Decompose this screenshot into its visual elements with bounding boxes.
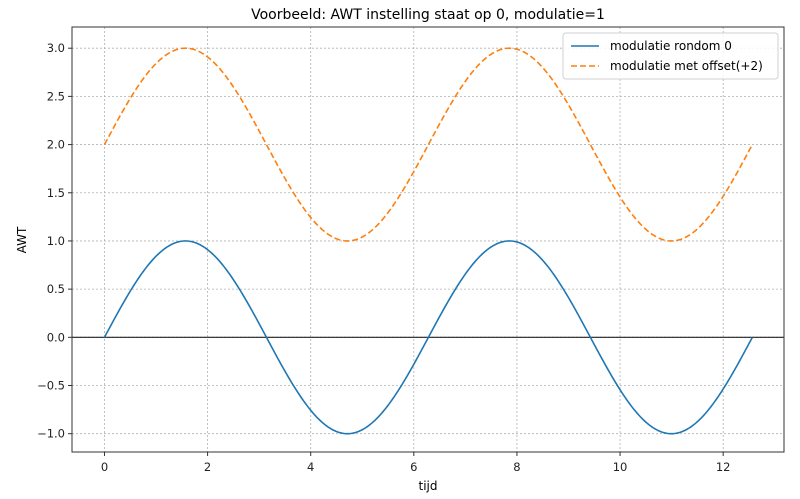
x-tick-label: 12 [716,460,731,474]
y-tick-label: 0.0 [47,330,65,344]
y-axis-ticks: −1.0 −0.5 0.0 0.5 1.0 1.5 2.0 2.5 3.0 [37,41,72,441]
y-tick-label: 2.5 [47,89,65,103]
x-tick-label: 6 [410,460,417,474]
x-axis-label: tijd [419,479,438,493]
x-tick-label: 2 [204,460,211,474]
x-tick-label: 0 [101,460,108,474]
y-tick-label: −1.0 [37,427,65,441]
legend-label: modulatie rondom 0 [610,39,732,53]
legend: modulatie rondom 0 modulatie met offset(+… [562,32,779,80]
y-tick-label: 0.5 [47,282,65,296]
x-tick-label: 8 [513,460,520,474]
x-tick-label: 4 [307,460,314,474]
grid [72,27,784,452]
y-tick-label: 2.0 [47,138,65,152]
series-layer [103,47,754,435]
series-line-0 [103,240,754,435]
series-line-1 [103,47,754,242]
y-axis-label: AWT [15,226,29,253]
y-tick-label: −0.5 [37,379,65,393]
x-tick-label: 10 [613,460,628,474]
chart-title: Voorbeeld: AWT instelling staat op 0, mo… [251,7,605,23]
y-tick-label: 3.0 [47,41,65,55]
y-tick-label: 1.0 [47,234,65,248]
x-axis-ticks: 0 2 4 6 8 10 12 [101,452,731,474]
y-tick-label: 1.5 [47,186,65,200]
plot-frame [71,26,785,453]
legend-label: modulatie met offset(+2) [610,59,763,73]
